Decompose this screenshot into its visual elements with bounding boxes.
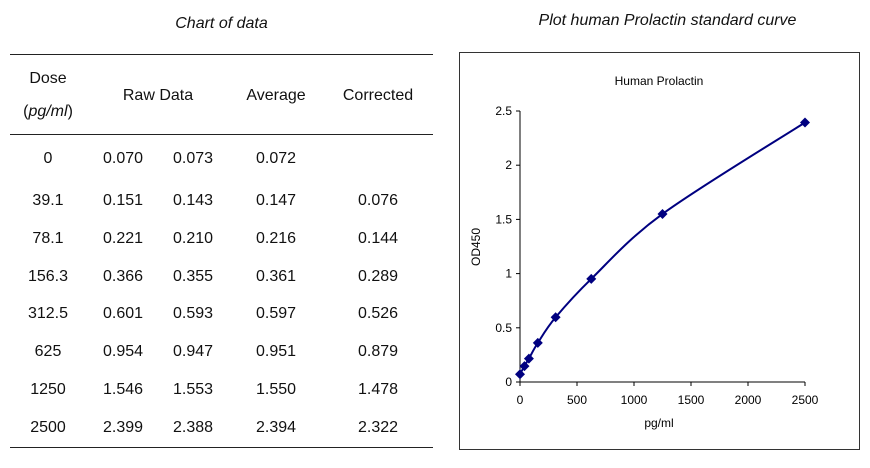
y-tick-label: 1.5 (495, 212, 512, 226)
chart-heading: Plot human Prolactin standard curve (538, 12, 797, 29)
x-axis-label: pg/ml (644, 416, 673, 430)
chart-title: Human Prolactin (615, 74, 704, 88)
cell-corrected: 0.289 (357, 268, 399, 285)
cell-raw2: 0.355 (172, 268, 214, 285)
y-tick-label: 2 (505, 158, 512, 172)
cell-raw1: 0.221 (102, 230, 144, 247)
cell-average: 0.361 (255, 268, 297, 285)
x-tick-label: 1500 (678, 393, 705, 407)
cell-raw1: 0.366 (102, 268, 144, 285)
header-raw-data: Raw Data (122, 87, 194, 104)
header-average: Average (246, 87, 306, 104)
cell-raw2: 0.073 (172, 150, 214, 167)
cell-corrected: 0.526 (357, 305, 399, 322)
data-point (586, 273, 597, 284)
cell-raw2: 1.553 (172, 381, 214, 398)
cell-dose: 156.3 (27, 268, 69, 285)
cell-dose: 625 (34, 343, 62, 360)
cell-average: 0.147 (255, 192, 297, 209)
cell-average: 0.216 (255, 230, 297, 247)
cell-raw2: 0.210 (172, 230, 214, 247)
cell-average: 0.951 (255, 343, 297, 360)
data-point (800, 117, 810, 128)
y-axis-label: OD450 (469, 228, 483, 266)
cell-average: 0.597 (255, 305, 297, 322)
header-corrected: Corrected (342, 87, 414, 104)
cell-dose: 1250 (30, 381, 66, 398)
x-tick-label: 0 (517, 393, 524, 407)
cell-raw1: 0.151 (102, 192, 144, 209)
cell-raw2: 2.388 (172, 419, 214, 436)
cell-corrected: 2.322 (357, 419, 399, 436)
y-tick-label: 0.5 (495, 321, 512, 335)
cell-dose: 2500 (30, 419, 66, 436)
cell-dose: 39.1 (32, 192, 64, 209)
cell-raw1: 1.546 (102, 381, 144, 398)
cell-raw2: 0.143 (172, 192, 214, 209)
cell-corrected: 0.879 (357, 343, 399, 360)
header-dose: Dose (29, 70, 67, 87)
series-curve (519, 121, 806, 375)
cell-average: 1.550 (255, 381, 297, 398)
table-header-rule (10, 134, 433, 135)
x-tick-label: 1000 (621, 393, 648, 407)
y-tick-label: 1 (505, 267, 512, 281)
dose-unit: pg/ml (28, 103, 68, 120)
y-tick-label: 0 (505, 375, 512, 389)
data-point (532, 337, 543, 348)
data-point (550, 312, 561, 323)
cell-average: 2.394 (255, 419, 297, 436)
table-top-rule (10, 54, 433, 55)
x-tick-label: 500 (567, 393, 587, 407)
cell-raw1: 2.399 (102, 419, 144, 436)
cell-dose: 312.5 (27, 305, 69, 322)
x-tick-label: 2500 (792, 393, 819, 407)
data-point (515, 369, 525, 380)
data-point (519, 361, 530, 372)
y-tick-label: 2.5 (495, 104, 512, 118)
table-title: Chart of data (175, 15, 268, 32)
cell-corrected: 0.144 (357, 230, 399, 247)
data-point (657, 208, 668, 219)
cell-dose: 0 (43, 150, 53, 167)
header-dose-unit: (pg/ml) (23, 103, 73, 120)
cell-corrected: 0.076 (357, 192, 399, 209)
cell-dose: 78.1 (32, 230, 64, 247)
data-point (523, 353, 534, 364)
table-bottom-rule (10, 447, 433, 448)
cell-raw2: 0.593 (172, 305, 214, 322)
chart-frame (459, 52, 860, 450)
cell-raw2: 0.947 (172, 343, 214, 360)
cell-corrected: 1.478 (357, 381, 399, 398)
cell-raw1: 0.954 (102, 343, 144, 360)
cell-average: 0.072 (255, 150, 297, 167)
x-tick-label: 2000 (735, 393, 762, 407)
cell-raw1: 0.601 (102, 305, 144, 322)
cell-raw1: 0.070 (102, 150, 144, 167)
